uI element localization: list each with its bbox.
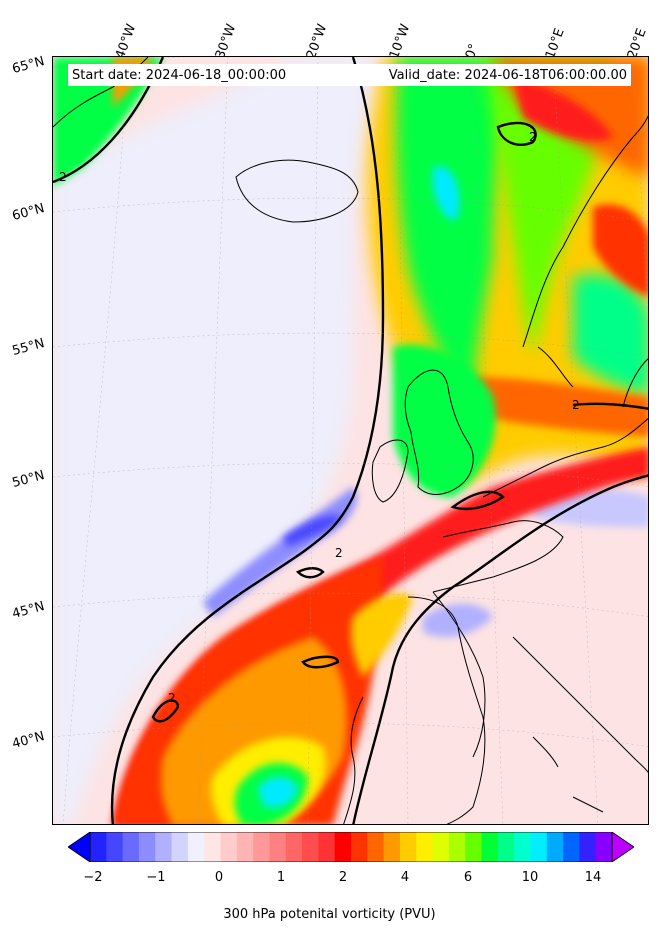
- colorbar-tick: 2: [338, 870, 348, 885]
- contour-label-nw: 2: [59, 170, 67, 184]
- colorbar-cell: [220, 832, 238, 862]
- colorbar-cell: [514, 832, 531, 862]
- pv-map: 2 2 2 2 2: [52, 56, 649, 825]
- colorbar-cell: [253, 832, 270, 862]
- portugal-coast: [343, 696, 364, 824]
- contour-label-ne: 2: [529, 130, 537, 144]
- colorbar-frame: [89, 832, 613, 862]
- red-norway: [593, 204, 648, 297]
- lat-label-60n: 60°N: [10, 201, 47, 224]
- colorbar-cell: [351, 832, 368, 862]
- colorbar-cell: [579, 832, 597, 862]
- pv-field: 2 2 2 2 2: [53, 57, 648, 824]
- colorbar-cell: [497, 832, 515, 862]
- lat-label-45n: 45°N: [10, 599, 47, 622]
- colorbar-cell: [90, 832, 107, 862]
- low-pv-band: [53, 57, 383, 824]
- colorbar-cell: [563, 832, 580, 862]
- colorbar-cell: [367, 832, 385, 862]
- ireland-coast: [371, 439, 409, 503]
- colorbar-cell: [416, 832, 434, 862]
- north-sea-coast: [482, 418, 648, 498]
- green-scandinavia: [573, 274, 648, 397]
- colorbar-cell: [155, 832, 173, 862]
- colorbar-cell: [546, 832, 564, 862]
- contour-label-streamer: 2: [335, 546, 343, 560]
- biscay-coast: [432, 591, 486, 758]
- colorbar-tick: 10: [521, 870, 539, 885]
- colorbar-tick: 14: [584, 870, 602, 885]
- colorbar-cell: [171, 832, 189, 862]
- colorbar-tick: 1: [276, 870, 286, 885]
- colorbar-cell: [138, 832, 156, 862]
- colorbar-cell: [302, 832, 319, 862]
- colorbar-cell: [318, 832, 336, 862]
- colorbar: [68, 832, 634, 862]
- colorbar-tick: −2: [83, 870, 103, 885]
- sardinia-coast: [532, 736, 559, 768]
- colorbar-cell: [285, 832, 303, 862]
- sweden-coast: [622, 358, 648, 408]
- sicily-coast: [572, 796, 604, 813]
- colorbar-tick: −1: [146, 870, 166, 885]
- mediterranean-coast: [512, 636, 648, 773]
- red-northeast: [513, 77, 613, 141]
- valid-date: Valid_date: 2024-06-18T06:00:00.00: [388, 67, 627, 83]
- iceland-coast: [235, 159, 359, 223]
- colorbar-cell: [204, 832, 221, 862]
- green-jet-north: [396, 57, 513, 417]
- green-britain: [393, 344, 496, 497]
- colorbar-cell: [269, 832, 287, 862]
- negative-pv-streak-biscay: [423, 603, 493, 637]
- colorbar-cell: [334, 832, 352, 862]
- britain-coast: [404, 369, 474, 495]
- lat-label-65n: 65°N: [10, 54, 47, 77]
- colorbar-cell: [481, 832, 499, 862]
- lat-label-50n: 50°N: [10, 468, 47, 491]
- colorbar-cell: [530, 832, 548, 862]
- green-northwest: [53, 57, 163, 187]
- colorbar-max-arrow: [611, 832, 634, 862]
- colorbar-cell: [595, 832, 613, 862]
- colorbar-cell: [122, 832, 140, 862]
- negative-pv-core: [283, 515, 343, 547]
- skagerrak-coast: [537, 346, 574, 388]
- iberia-north-coast: [407, 596, 486, 824]
- colorbar-cell: [383, 832, 401, 862]
- lat-label-55n: 55°N: [10, 336, 47, 359]
- date-info-bar: Start date: 2024-06-18_00:00:00 Valid_da…: [68, 64, 631, 86]
- lat-label-40n: 40°N: [10, 729, 47, 752]
- norway-coast: [522, 115, 648, 348]
- colorbar-cell: [106, 832, 124, 862]
- colorbar-cell: [399, 832, 417, 862]
- colorbar-cell: [465, 832, 482, 862]
- colorbar-cell: [187, 832, 205, 862]
- yellow-streamer: [351, 593, 413, 677]
- colorbar-tick: 6: [463, 870, 473, 885]
- colorbar-min-arrow: [68, 832, 91, 862]
- start-date: Start date: 2024-06-18_00:00:00: [72, 67, 287, 83]
- contour-label-north-sea: 2: [572, 398, 580, 412]
- colorbar-tick: 0: [214, 870, 224, 885]
- cyan-cutoff-core: [258, 777, 298, 808]
- colorbar-cell: [432, 832, 450, 862]
- colorbar-cell: [448, 832, 466, 862]
- orange-north-sea-jet: [473, 377, 648, 437]
- colorbar-cell: [236, 832, 254, 862]
- cyan-core-north: [433, 166, 460, 220]
- contour-label-cutoff: 2: [168, 691, 176, 705]
- colorbar-tick: 4: [400, 870, 410, 885]
- colorbar-label: 300 hPa potenital vorticity (PVU): [223, 907, 436, 922]
